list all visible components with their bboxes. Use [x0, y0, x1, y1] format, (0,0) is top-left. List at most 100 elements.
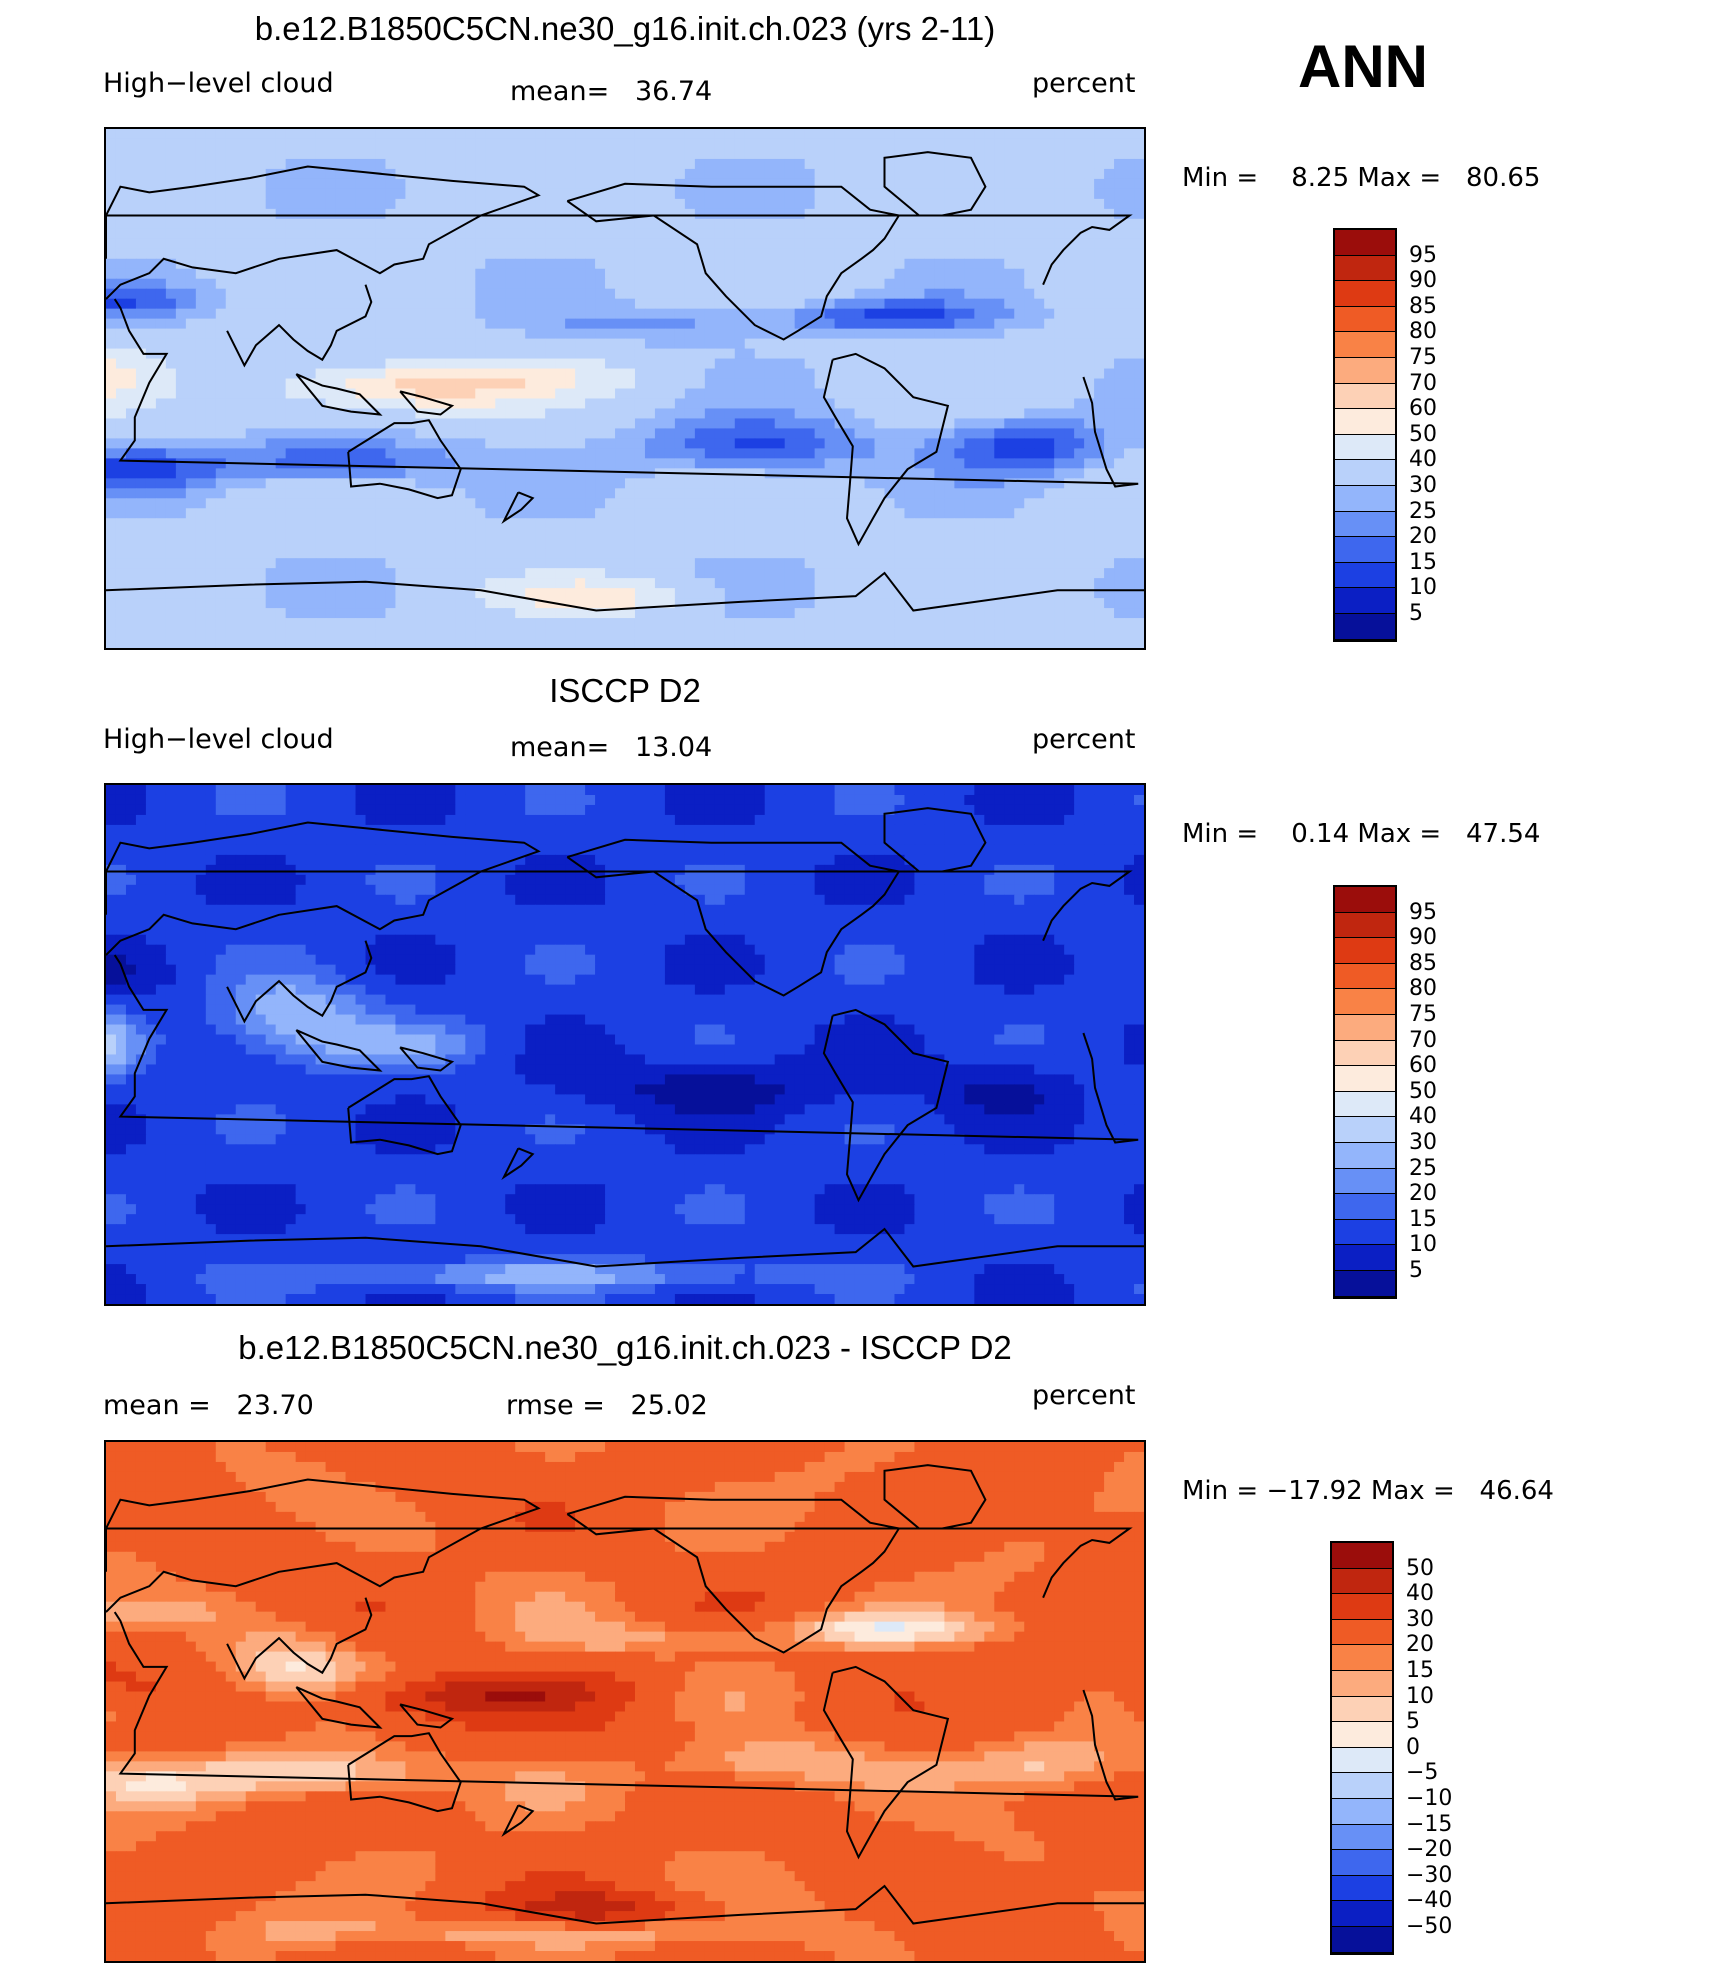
field-cell [814, 478, 826, 489]
field-cell [1094, 298, 1105, 310]
field-cell [625, 558, 636, 569]
field-cell [884, 129, 896, 140]
field-cell [405, 528, 416, 539]
field-cell [106, 328, 117, 340]
field-cell [215, 158, 227, 170]
field-cell [754, 248, 766, 260]
field-cell [794, 418, 806, 430]
field-cell [884, 268, 896, 280]
field-cell [605, 578, 616, 589]
field-cell [924, 448, 935, 459]
field-cell [1054, 538, 1065, 549]
field-cell [904, 198, 916, 210]
field-cell [1004, 378, 1015, 390]
field-cell [275, 418, 287, 430]
panel-1-title: b.e12.B1850C5CN.ne30_g16.init.ch.023 (yr… [254, 10, 996, 47]
field-cell [1024, 598, 1035, 609]
field-cell [824, 478, 836, 489]
field-cell [255, 198, 267, 210]
field-cell [804, 178, 816, 190]
field-cell [615, 298, 626, 310]
field-cell [245, 508, 257, 519]
field-cell [904, 468, 916, 479]
field-cell [844, 178, 856, 190]
field-cell [345, 518, 357, 529]
field-cell [1014, 158, 1025, 170]
field-cell [1114, 558, 1125, 569]
field-cell [1034, 558, 1045, 569]
field-cell [984, 398, 995, 410]
field-cell [545, 198, 556, 210]
field-cell [585, 248, 596, 260]
field-cell [185, 148, 197, 160]
field-cell [575, 228, 586, 240]
field-cell [255, 178, 267, 190]
field-cell [515, 368, 526, 380]
field-cell [225, 478, 237, 489]
field-cell [235, 328, 247, 340]
field-cell [435, 298, 446, 310]
field-cell [1044, 358, 1055, 370]
field-cell [664, 308, 676, 320]
field-cell [375, 598, 387, 609]
field-cell [355, 158, 367, 170]
field-cell [924, 298, 935, 310]
field-cell [804, 468, 816, 479]
field-cell [844, 508, 856, 519]
field-cell [515, 168, 526, 180]
field-cell [365, 308, 377, 320]
field-cell [1004, 218, 1015, 230]
field-cell [904, 268, 916, 280]
field-cell [495, 348, 506, 360]
field-cell [335, 388, 347, 400]
field-cell [575, 258, 586, 270]
field-cell [395, 248, 407, 260]
field-cell [1014, 448, 1025, 459]
field-cell [565, 178, 576, 190]
field-cell [106, 188, 117, 200]
field-cell [984, 248, 995, 260]
field-cell [485, 558, 496, 569]
field-cell [545, 328, 556, 340]
field-cell [106, 398, 117, 410]
field-cell [545, 528, 556, 539]
field-cell [115, 518, 127, 529]
field-cell [445, 428, 456, 439]
field-cell [684, 258, 696, 270]
field-cell [355, 318, 367, 330]
field-cell [235, 438, 247, 449]
field-cell [185, 198, 197, 210]
field-cell [824, 238, 836, 250]
field-cell [545, 218, 556, 230]
field-cell [335, 178, 347, 190]
field-cell [1024, 488, 1035, 499]
field-cell [155, 478, 167, 489]
field-cell [984, 598, 995, 609]
field-cell [605, 238, 616, 250]
field-cell [215, 528, 227, 539]
field-cell [245, 468, 257, 479]
field-cell [1084, 528, 1095, 539]
field-cell [964, 538, 975, 549]
field-cell [615, 188, 626, 200]
field-cell [974, 438, 985, 449]
field-cell [415, 548, 426, 559]
field-cell [505, 248, 516, 260]
field-cell [1014, 188, 1025, 200]
field-cell [1044, 498, 1055, 509]
field-cell [774, 278, 786, 290]
field-cell [345, 238, 357, 250]
field-cell [405, 158, 416, 170]
field-cell [325, 218, 337, 230]
field-cell [625, 528, 636, 539]
field-cell [225, 428, 237, 439]
field-cell [215, 198, 227, 210]
field-cell [295, 278, 307, 290]
field-cell [115, 168, 127, 180]
panel-1-variable-label: High−level cloud [103, 68, 334, 99]
field-cell [704, 308, 716, 320]
field-cell [874, 138, 886, 150]
field-cell [175, 578, 187, 589]
field-cell [714, 268, 726, 280]
field-cell [485, 348, 496, 360]
